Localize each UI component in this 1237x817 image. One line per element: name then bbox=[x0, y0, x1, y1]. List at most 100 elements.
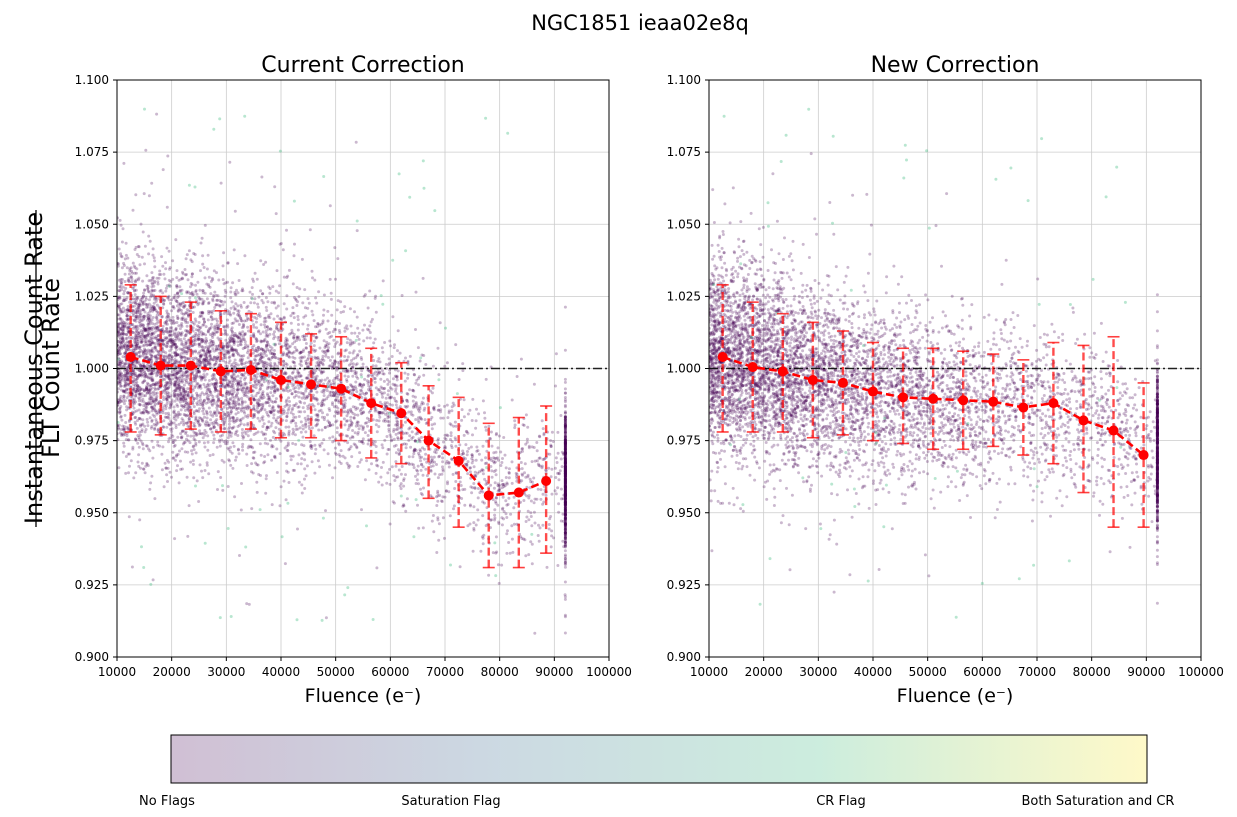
scatter-point bbox=[128, 267, 132, 271]
scatter-point bbox=[462, 433, 466, 437]
scatter-point bbox=[289, 458, 293, 462]
scatter-point bbox=[285, 414, 289, 418]
scatter-point bbox=[117, 382, 120, 386]
scatter-point bbox=[300, 378, 304, 382]
scatter-point bbox=[483, 416, 487, 420]
scatter-point bbox=[229, 290, 233, 294]
scatter-point bbox=[201, 262, 205, 266]
scatter-point bbox=[328, 409, 332, 412]
scatter-point bbox=[274, 400, 278, 404]
scatter-point bbox=[390, 387, 394, 391]
scatter-point bbox=[223, 300, 227, 304]
scatter-point bbox=[365, 459, 369, 463]
scatter-point bbox=[185, 394, 189, 398]
scatter-point bbox=[300, 396, 304, 400]
scatter-point bbox=[274, 426, 278, 430]
scatter-point bbox=[559, 487, 563, 491]
scatter-point bbox=[436, 491, 440, 495]
scatter-point bbox=[500, 523, 504, 527]
scatter-point bbox=[262, 365, 266, 369]
scatter-point bbox=[342, 310, 345, 314]
scatter-point bbox=[209, 427, 213, 431]
scatter-point bbox=[252, 407, 256, 411]
scatter-point bbox=[184, 421, 188, 425]
scatter-point bbox=[408, 434, 412, 438]
scatter-point bbox=[168, 337, 172, 341]
scatter-point bbox=[349, 423, 353, 427]
plot-current-correction: 10000 20000 30000 40000 50000 60000 70000 80000… bbox=[75, 53, 632, 707]
scatter-point bbox=[132, 380, 136, 384]
scatter-point bbox=[185, 324, 189, 328]
scatter-point bbox=[305, 464, 309, 468]
scatter-point bbox=[527, 494, 531, 498]
scatter-point bbox=[164, 322, 168, 326]
scatter-point bbox=[134, 315, 138, 319]
scatter-point bbox=[127, 279, 131, 283]
scatter-point bbox=[436, 346, 440, 350]
scatter-point bbox=[353, 385, 357, 389]
scatter-point bbox=[410, 437, 414, 440]
scatter-point bbox=[167, 283, 171, 287]
scatter-point bbox=[337, 443, 341, 447]
scatter-point bbox=[187, 504, 191, 508]
scatter-point bbox=[542, 457, 546, 461]
scatter-point bbox=[211, 347, 215, 351]
scatter-point bbox=[176, 353, 180, 357]
scatter-point bbox=[197, 500, 201, 503]
scatter-point bbox=[563, 538, 567, 542]
scatter-point bbox=[181, 399, 185, 403]
scatter-point bbox=[165, 345, 169, 349]
scatter-point bbox=[477, 452, 481, 456]
scatter-point bbox=[499, 450, 503, 454]
scatter-point bbox=[235, 388, 239, 392]
scatter-point bbox=[296, 318, 300, 322]
scatter-point bbox=[563, 405, 567, 409]
scatter-point bbox=[177, 331, 181, 335]
scatter-point bbox=[131, 261, 135, 265]
scatter-point bbox=[239, 339, 243, 343]
scatter-point bbox=[255, 401, 259, 405]
scatter-point bbox=[242, 301, 246, 304]
scatter-point bbox=[523, 492, 527, 496]
scatter-point bbox=[454, 480, 458, 483]
scatter-point bbox=[361, 428, 365, 432]
scatter-point bbox=[175, 359, 179, 363]
scatter-point bbox=[215, 445, 219, 449]
figure-title: NGC1851 ieaa02e8q bbox=[531, 11, 749, 35]
scatter-point bbox=[287, 425, 291, 429]
scatter-point bbox=[441, 469, 445, 473]
scatter-point bbox=[207, 350, 211, 354]
scatter-point bbox=[152, 293, 155, 297]
scatter-point bbox=[360, 396, 364, 399]
scatter-point bbox=[563, 494, 567, 498]
scatter-point bbox=[441, 467, 445, 471]
scatter-point bbox=[214, 357, 218, 361]
scatter-point bbox=[296, 405, 300, 409]
scatter-point bbox=[199, 353, 203, 357]
scatter-point bbox=[217, 278, 221, 282]
scatter-point bbox=[123, 379, 127, 383]
scatter-point bbox=[392, 437, 396, 441]
scatter-point bbox=[452, 424, 456, 428]
scatter-point bbox=[176, 413, 180, 417]
scatter-point bbox=[150, 396, 154, 400]
scatter-point bbox=[153, 402, 157, 406]
scatter-point bbox=[135, 377, 139, 381]
scatter-point bbox=[246, 404, 250, 408]
scatter-point bbox=[284, 498, 288, 502]
scatter-point bbox=[563, 526, 567, 530]
scatter-point bbox=[309, 341, 313, 345]
scatter-point bbox=[379, 377, 383, 381]
scatter-point bbox=[306, 414, 310, 418]
scatter-point bbox=[225, 349, 229, 353]
scatter-point bbox=[563, 403, 567, 407]
scatter-point bbox=[150, 349, 154, 353]
scatter-point bbox=[211, 453, 215, 457]
scatter-point bbox=[437, 408, 441, 412]
scatter-point bbox=[141, 418, 145, 422]
scatter-point bbox=[468, 470, 472, 474]
scatter-point bbox=[551, 440, 555, 443]
scatter-point bbox=[326, 424, 330, 428]
scatter-point bbox=[563, 501, 567, 504]
scatter-point bbox=[198, 416, 201, 420]
